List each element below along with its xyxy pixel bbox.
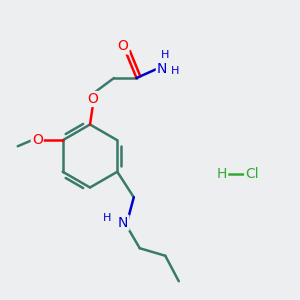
Text: H: H — [103, 213, 111, 223]
Text: H: H — [171, 65, 180, 76]
Text: O: O — [88, 92, 98, 106]
Text: H: H — [161, 50, 169, 61]
Text: O: O — [118, 40, 128, 53]
Text: H: H — [217, 167, 227, 181]
Text: O: O — [32, 133, 43, 147]
Text: N: N — [118, 216, 128, 230]
Text: N: N — [157, 62, 167, 76]
Text: Cl: Cl — [245, 167, 259, 181]
